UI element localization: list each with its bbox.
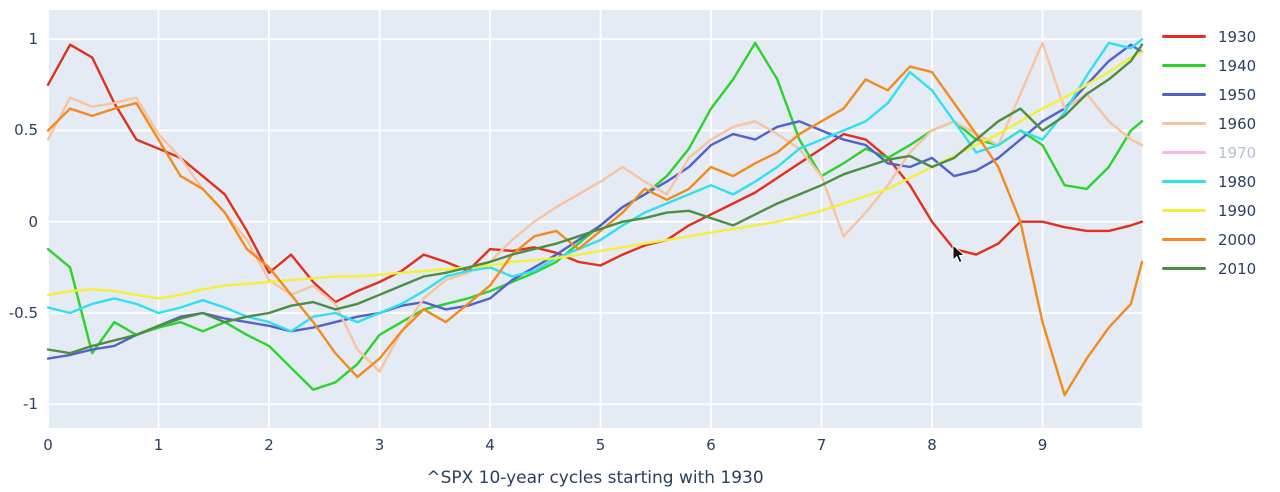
x-tick-label: 7 [816,436,827,454]
legend-line-swatch [1162,64,1206,67]
y-tick-label: -1 [23,395,38,414]
legend-line-swatch [1162,209,1206,212]
legend-item-1950[interactable]: 1950 [1162,80,1256,109]
legend-label: 2000 [1218,230,1257,249]
legend-label: 1980 [1218,172,1257,191]
legend-label: 1950 [1218,85,1257,104]
series-line-1930 [46,43,1144,304]
legend-item-2000[interactable]: 2000 [1162,225,1256,254]
legend-label: 1970 [1218,143,1257,162]
x-tick-label: 1 [153,436,164,454]
legend-line-swatch [1162,151,1206,154]
x-tick-label: 8 [927,436,937,454]
mouse-cursor-icon [952,244,966,264]
series-line-2010 [46,43,1144,355]
legend: 1930 1940 1950 1960 1970 1980 1990 2000 2010 [1162,22,1256,283]
x-tick-label: 6 [706,436,716,454]
x-tick-label: 2 [264,436,274,454]
legend-item-1960[interactable]: 1960 [1162,109,1256,138]
x-tick-label: 9 [1037,436,1048,454]
legend-item-1990[interactable]: 1990 [1162,196,1256,225]
legend-item-1970[interactable]: 1970 [1162,138,1256,167]
legend-line-swatch [1162,122,1206,125]
y-tick-label: -0.5 [8,304,38,322]
y-tick-label: 1 [28,30,38,49]
series-line-1990 [46,50,1144,300]
chart-title: ^SPX 10-year cycles starting with 1930 [426,468,764,488]
legend-label: 1940 [1218,56,1257,75]
series-line-1980 [46,38,1144,333]
legend-label: 1990 [1218,201,1257,220]
legend-label: 1930 [1218,27,1257,46]
legend-item-1980[interactable]: 1980 [1162,167,1256,196]
legend-item-1930[interactable]: 1930 [1162,22,1256,51]
series-line-1960 [46,41,1144,373]
legend-label: 1960 [1218,114,1257,133]
y-tick-label: 0 [28,212,38,231]
legend-line-swatch [1162,93,1206,96]
legend-line-swatch [1162,35,1206,38]
series-line-2000 [46,65,1144,397]
plot-background [48,10,1142,428]
x-tick-label: 5 [595,436,606,454]
legend-line-swatch [1162,180,1206,183]
legend-line-swatch [1162,238,1206,241]
legend-item-2010[interactable]: 2010 [1162,254,1256,283]
x-tick-label: 3 [374,436,385,454]
legend-item-1940[interactable]: 1940 [1162,51,1256,80]
x-tick-label: 4 [485,436,495,454]
y-tick-label: 0.5 [14,121,38,140]
x-tick-label: 0 [43,436,53,454]
legend-line-swatch [1162,267,1206,270]
legend-label: 2010 [1218,259,1257,278]
